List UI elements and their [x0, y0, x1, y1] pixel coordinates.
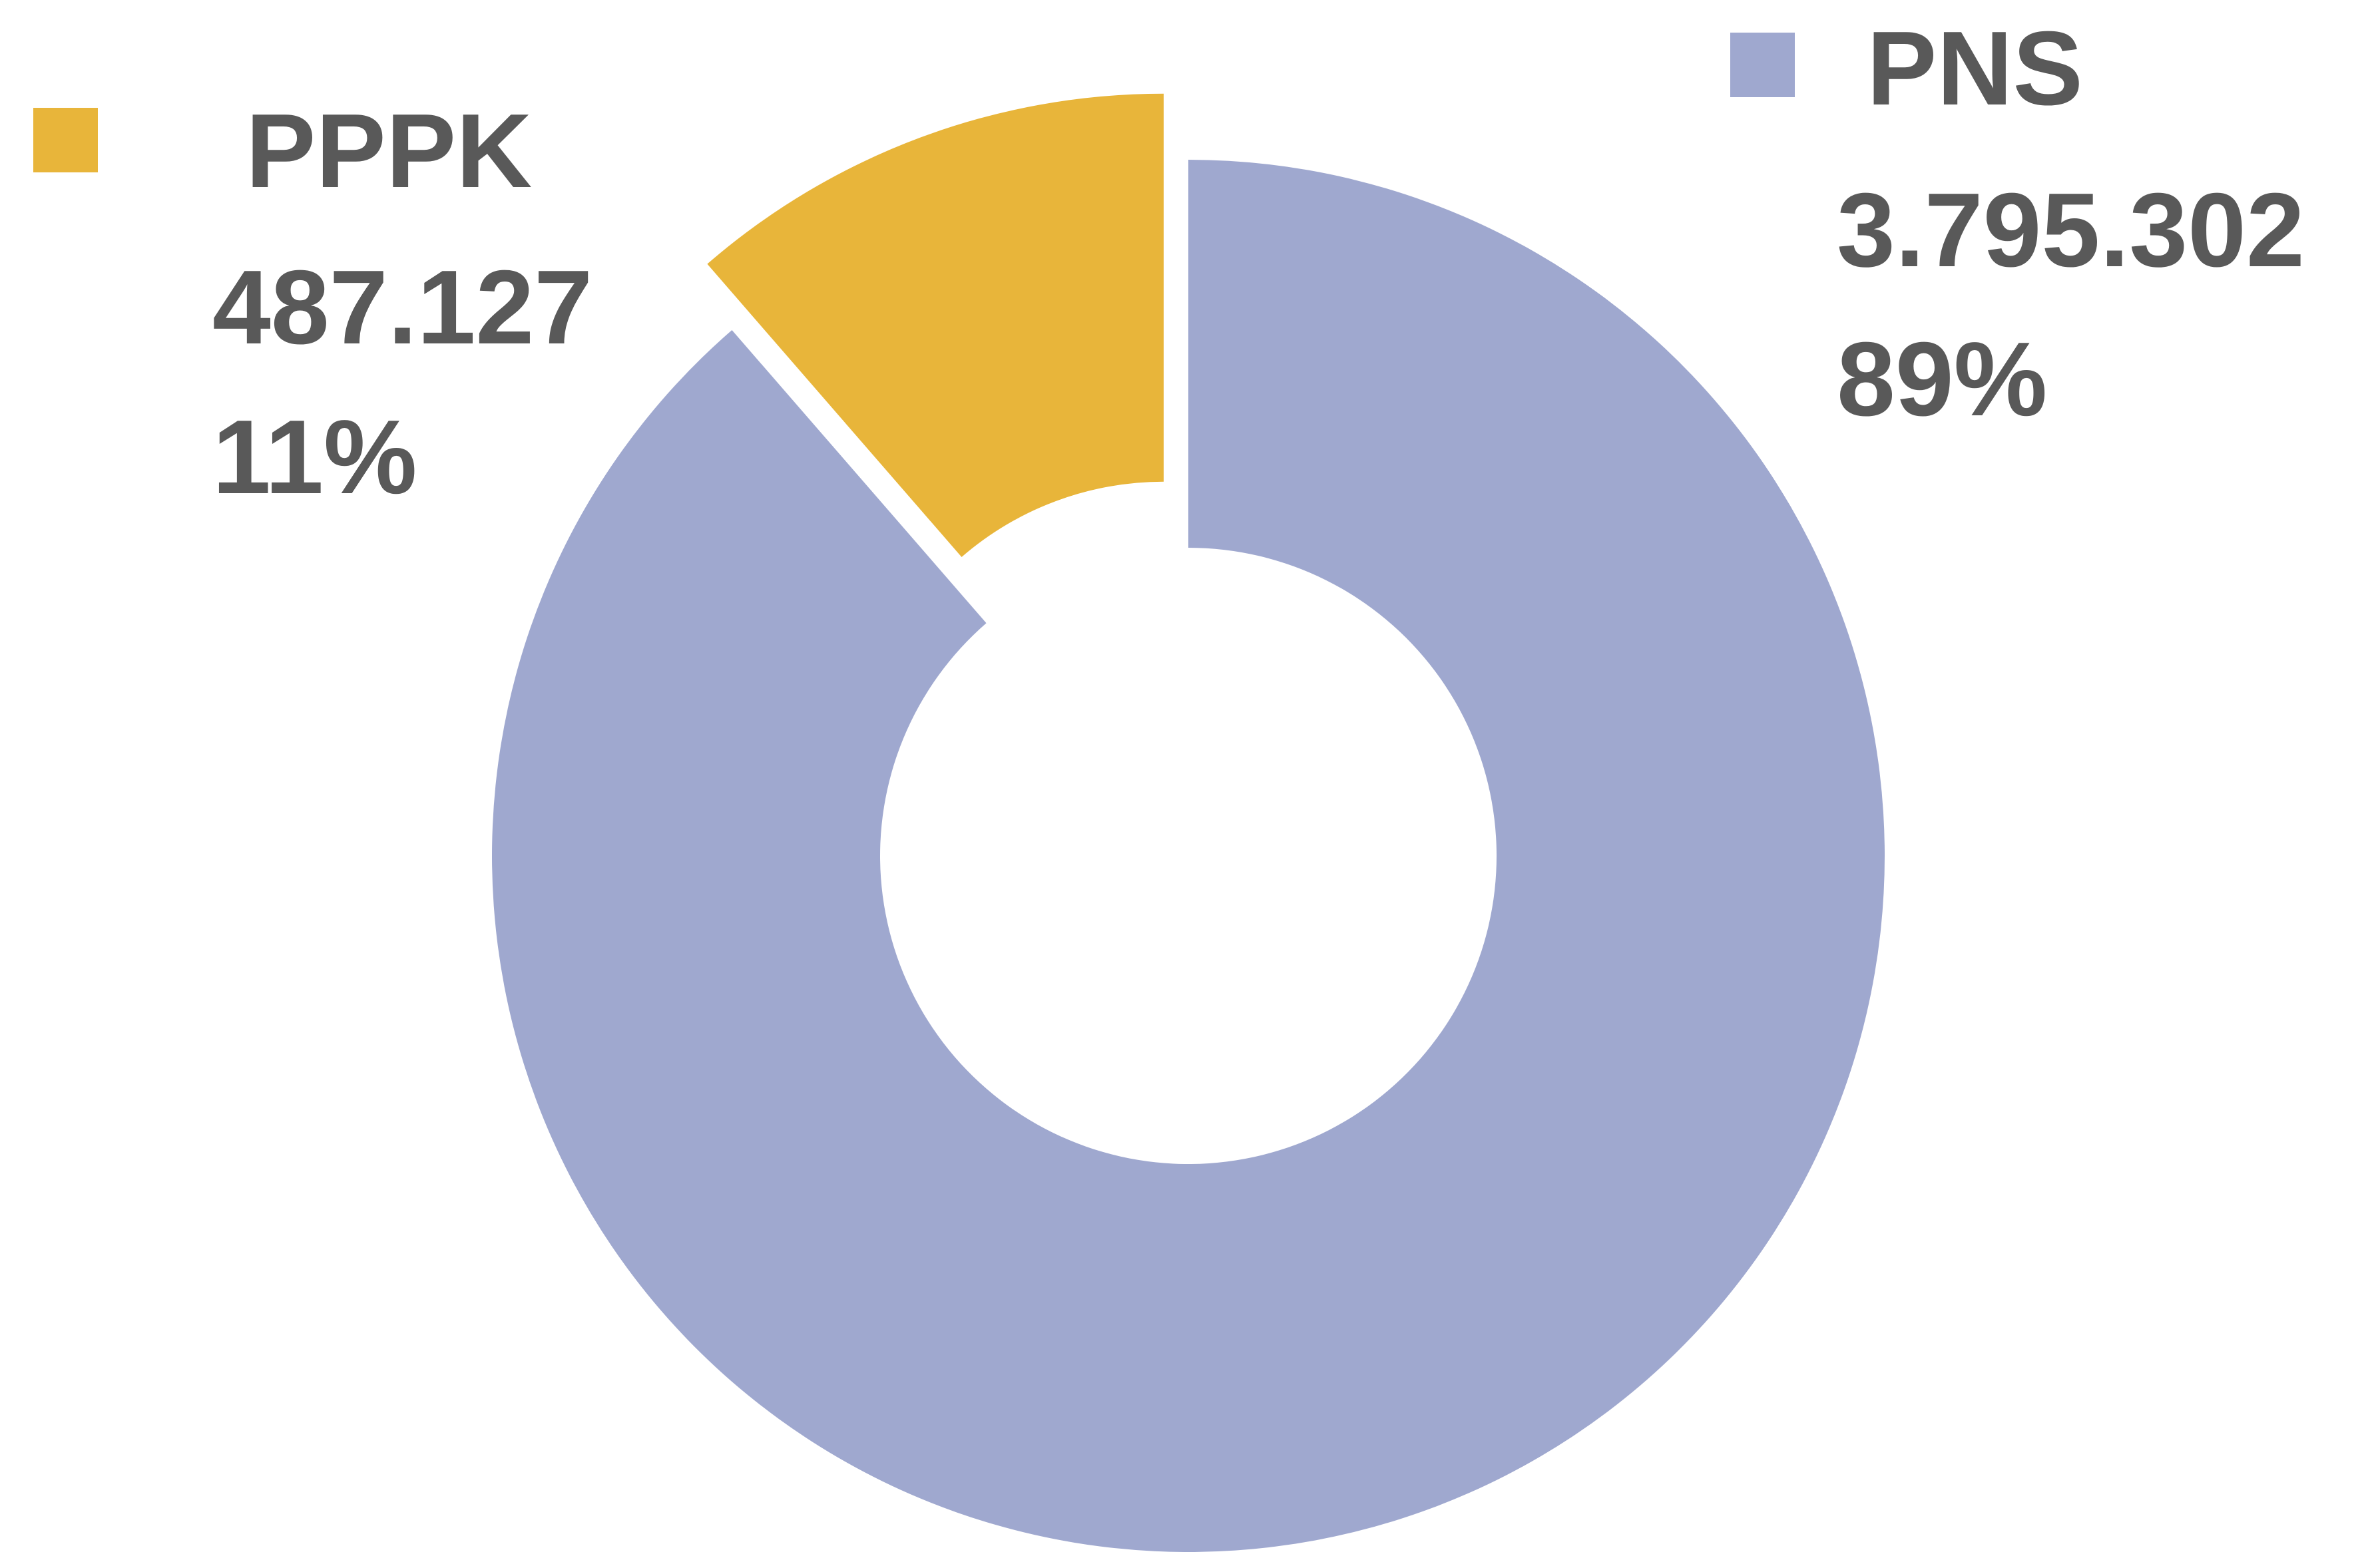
legend-swatch [33, 108, 98, 172]
percent-label: 89% [1837, 321, 2047, 438]
data-label: 487.127 [212, 249, 593, 366]
legend-label: PNS [1867, 10, 2083, 127]
legend-swatch [1730, 33, 1795, 97]
donut-slice [707, 93, 1164, 558]
percent-label: 11% [212, 399, 417, 516]
donut-slice [491, 160, 1885, 1553]
legend-label: PPPK [246, 93, 532, 210]
data-label: 3.795.302 [1837, 172, 2305, 289]
